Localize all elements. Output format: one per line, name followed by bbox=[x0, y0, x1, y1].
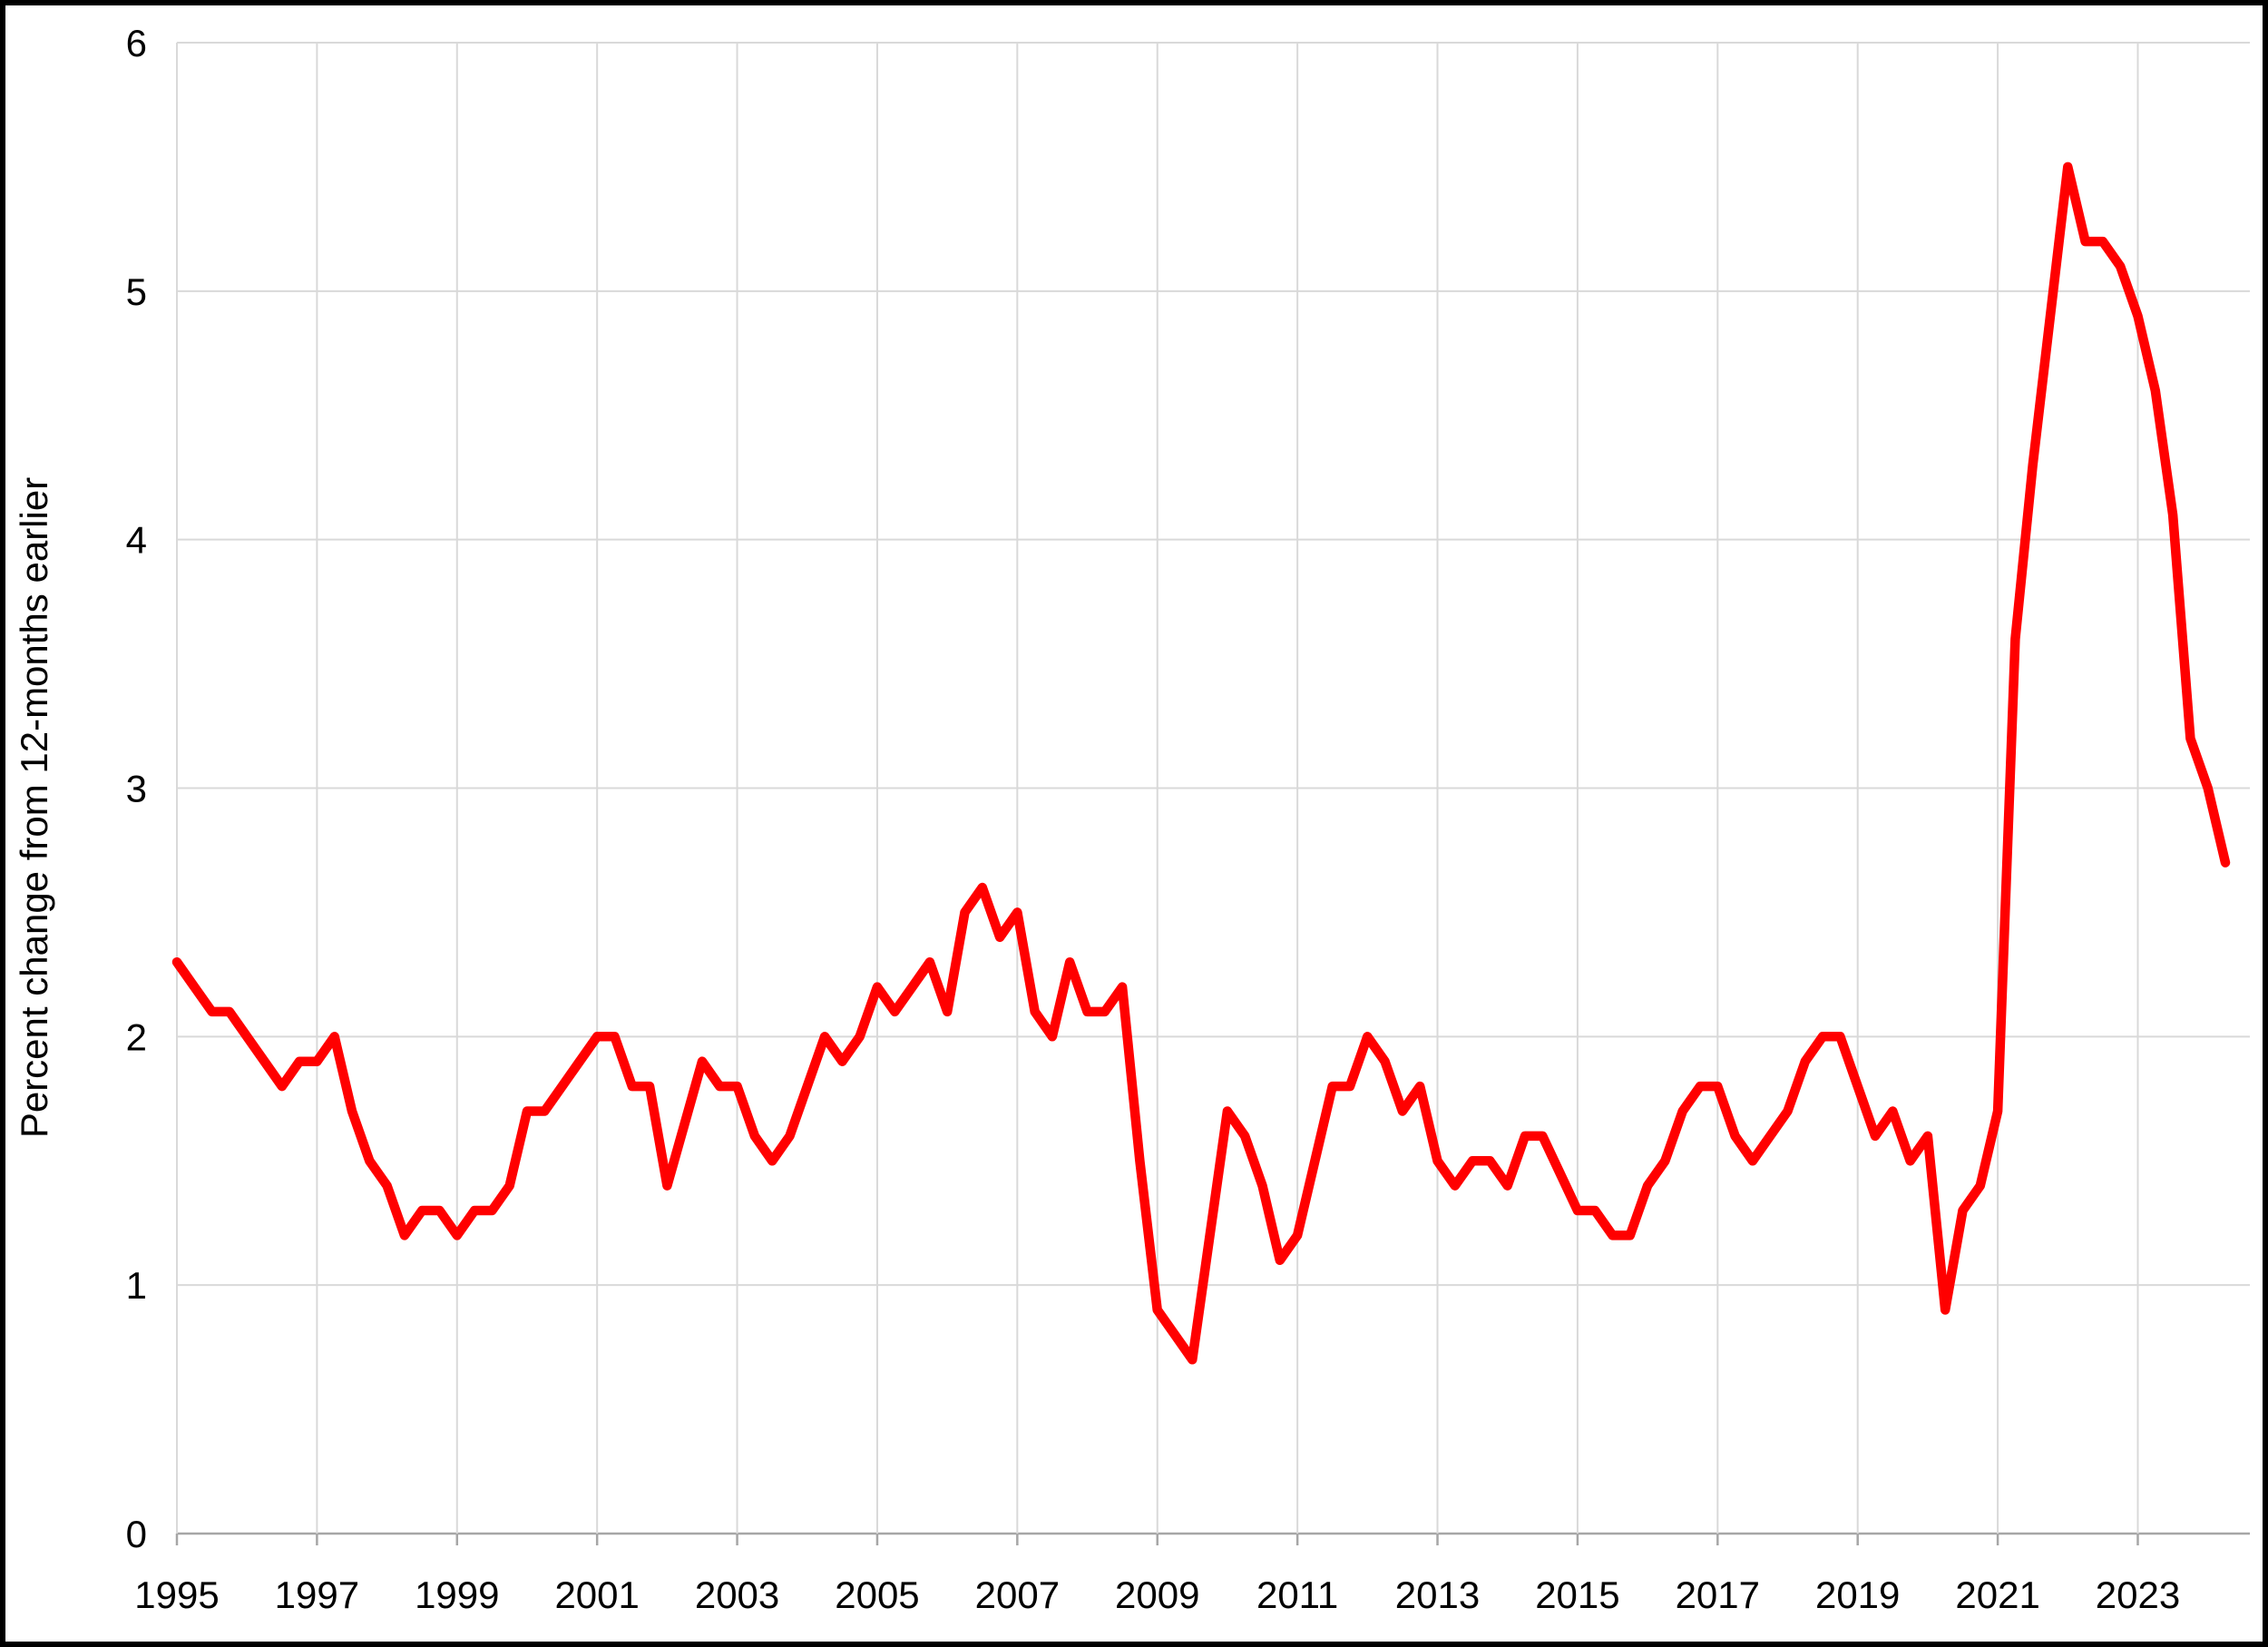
x-tick-label: 2007 bbox=[975, 1573, 1060, 1616]
x-tick-label: 2001 bbox=[554, 1573, 639, 1616]
y-tick-label: 5 bbox=[126, 270, 147, 313]
x-tick-label: 2019 bbox=[1815, 1573, 1900, 1616]
x-tick-label: 2021 bbox=[1955, 1573, 2039, 1616]
y-axis-title: Percent change from 12-months earlier bbox=[13, 477, 55, 1138]
y-tick-label: 3 bbox=[126, 768, 147, 810]
x-tick-label: 1995 bbox=[134, 1573, 219, 1616]
y-tick-label: 4 bbox=[126, 519, 147, 562]
x-tick-label: 2011 bbox=[1256, 1573, 1338, 1616]
data-line bbox=[171, 162, 2231, 1365]
x-tick-label: 2009 bbox=[1115, 1573, 1199, 1616]
x-tick-label: 2023 bbox=[2096, 1573, 2180, 1616]
y-tick-label: 1 bbox=[126, 1264, 147, 1307]
y-tick-label: 6 bbox=[126, 22, 147, 64]
x-tick-label: 1997 bbox=[275, 1573, 359, 1616]
x-tick-label: 2003 bbox=[695, 1573, 779, 1616]
x-tick-label: 2015 bbox=[1535, 1573, 1619, 1616]
y-tick-label: 2 bbox=[126, 1015, 147, 1058]
x-tick-label: 2013 bbox=[1395, 1573, 1480, 1616]
x-tick-label: 2005 bbox=[835, 1573, 919, 1616]
x-tick-label: 1999 bbox=[415, 1573, 499, 1616]
x-tick-label: 2017 bbox=[1676, 1573, 1760, 1616]
y-tick-label: 0 bbox=[126, 1513, 147, 1555]
